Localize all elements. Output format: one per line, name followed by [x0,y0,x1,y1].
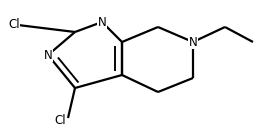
Text: Cl: Cl [54,113,66,126]
Text: Cl: Cl [8,18,20,31]
Text: N: N [98,15,106,28]
Text: N: N [44,48,52,62]
Text: N: N [188,35,197,48]
